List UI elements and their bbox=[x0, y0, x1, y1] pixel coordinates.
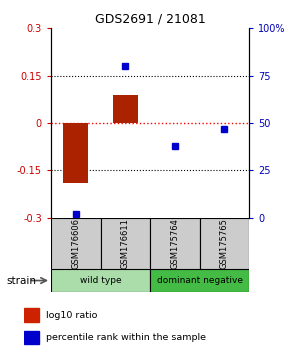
Bar bbox=[24, 331, 38, 344]
Bar bbox=[150, 218, 200, 269]
Text: GSM175765: GSM175765 bbox=[220, 218, 229, 269]
Bar bbox=[100, 218, 150, 269]
Text: dominant negative: dominant negative bbox=[157, 276, 242, 285]
Text: GSM176611: GSM176611 bbox=[121, 218, 130, 269]
Text: percentile rank within the sample: percentile rank within the sample bbox=[46, 333, 206, 342]
Text: GSM176606: GSM176606 bbox=[71, 218, 80, 269]
Bar bbox=[200, 218, 249, 269]
Bar bbox=[63, 123, 88, 183]
Text: strain: strain bbox=[6, 276, 36, 286]
Bar bbox=[51, 218, 100, 269]
Text: wild type: wild type bbox=[80, 276, 121, 285]
Text: GDS2691 / 21081: GDS2691 / 21081 bbox=[94, 12, 206, 25]
Bar bbox=[51, 269, 150, 292]
Text: GSM175764: GSM175764 bbox=[170, 218, 179, 269]
Bar bbox=[150, 269, 249, 292]
Bar bbox=[24, 308, 38, 322]
Bar bbox=[113, 95, 138, 123]
Text: log10 ratio: log10 ratio bbox=[46, 310, 98, 320]
